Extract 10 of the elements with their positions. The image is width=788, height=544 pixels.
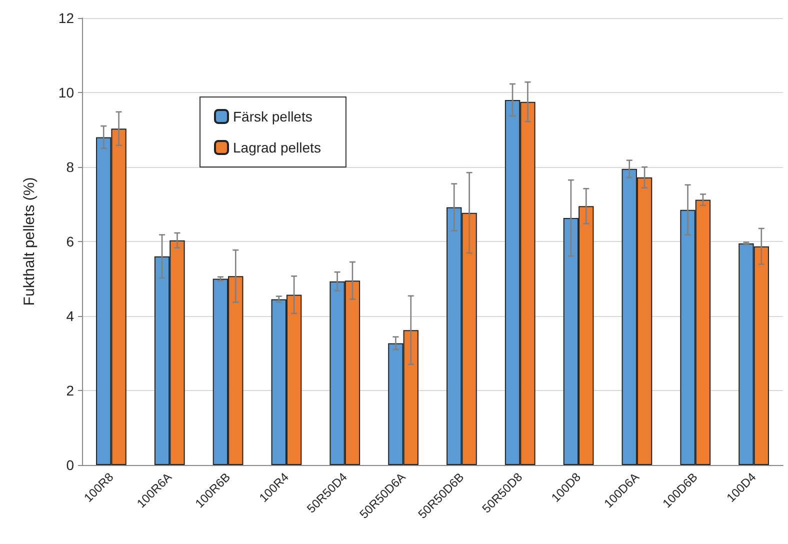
y-tick-label: 0	[66, 457, 74, 473]
y-tick-label: 2	[66, 382, 74, 398]
legend-label: Lagrad pellets	[233, 140, 321, 156]
y-tick-label: 10	[58, 84, 74, 100]
y-axis-title: Fukthalt pellets (%)	[21, 177, 38, 306]
y-tick-label: 8	[66, 159, 74, 175]
y-tick-label: 6	[66, 234, 74, 250]
y-tick-label: 4	[66, 308, 74, 324]
y-tick-label: 12	[58, 10, 74, 26]
legend-label: Färsk pellets	[233, 108, 312, 124]
